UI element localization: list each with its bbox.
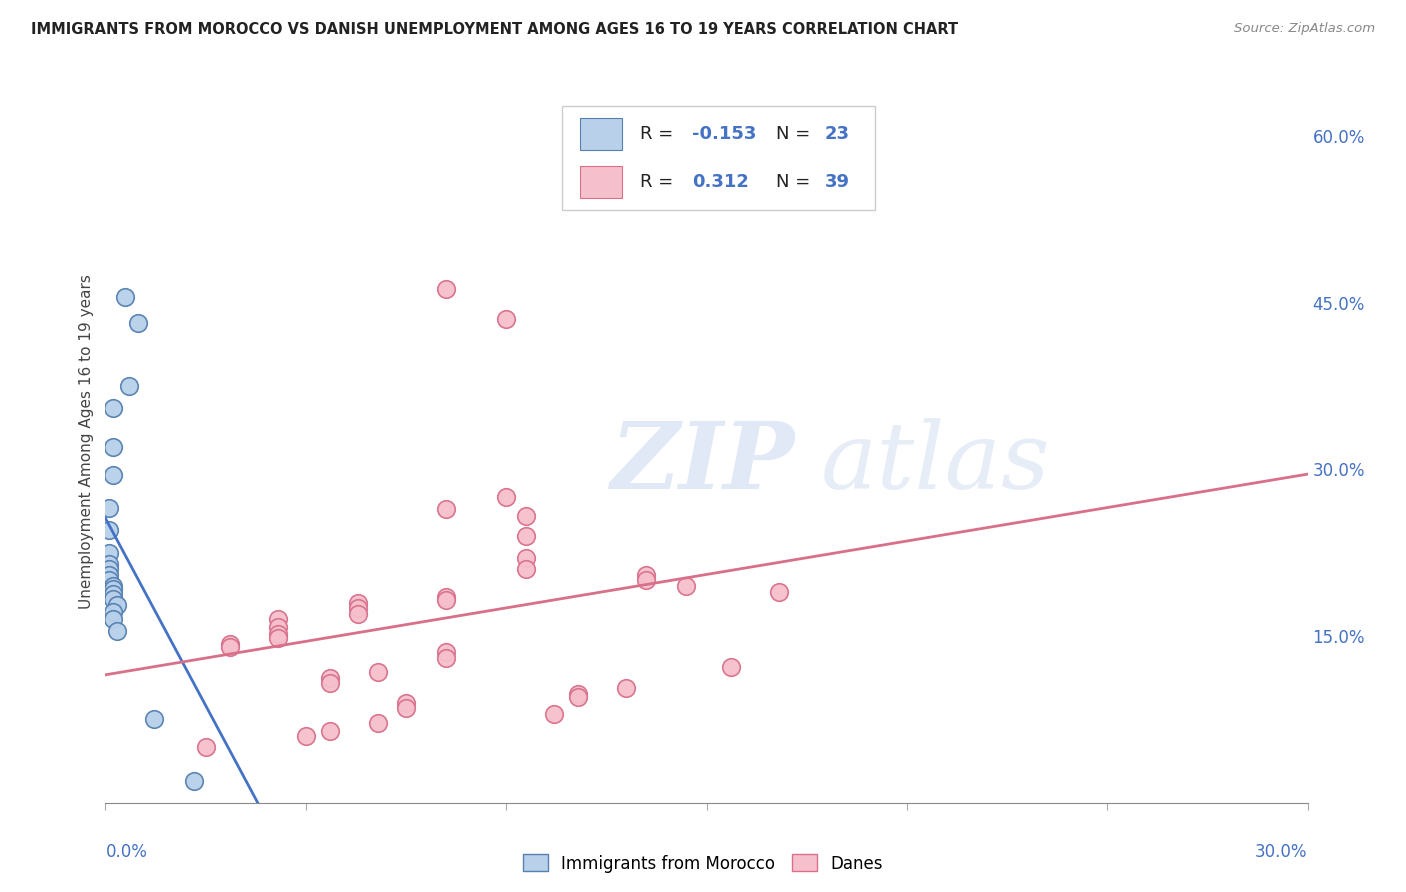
Text: N =: N = — [776, 125, 817, 143]
Point — [103, 587, 125, 601]
Point — [515, 508, 537, 523]
Point — [295, 729, 318, 743]
Text: Source: ZipAtlas.com: Source: ZipAtlas.com — [1234, 22, 1375, 36]
Text: -0.153: -0.153 — [692, 125, 756, 143]
Point — [567, 690, 589, 705]
Point — [434, 593, 457, 607]
FancyBboxPatch shape — [581, 118, 623, 150]
Text: R =: R = — [640, 125, 679, 143]
Point — [103, 582, 125, 597]
Point — [347, 596, 370, 610]
Point — [495, 490, 517, 504]
Point — [616, 681, 638, 696]
Point — [347, 607, 370, 621]
Point — [98, 501, 121, 516]
Point — [103, 605, 125, 619]
Point — [127, 316, 149, 330]
Point — [434, 651, 457, 665]
Text: 39: 39 — [824, 173, 849, 191]
Point — [636, 574, 658, 588]
Text: 23: 23 — [824, 125, 849, 143]
Point — [218, 640, 240, 655]
Point — [319, 675, 342, 690]
Point — [103, 440, 125, 454]
Point — [103, 592, 125, 607]
Point — [495, 312, 517, 326]
Point — [98, 524, 121, 538]
Point — [515, 529, 537, 543]
Text: 30.0%: 30.0% — [1256, 843, 1308, 861]
Point — [319, 723, 342, 738]
Text: ZIP: ZIP — [610, 418, 794, 508]
Point — [142, 713, 165, 727]
Point — [434, 282, 457, 296]
Text: R =: R = — [640, 173, 685, 191]
Point — [768, 584, 790, 599]
Point — [267, 632, 290, 646]
Point — [98, 557, 121, 571]
Point — [103, 401, 125, 416]
Text: IMMIGRANTS FROM MOROCCO VS DANISH UNEMPLOYMENT AMONG AGES 16 TO 19 YEARS CORRELA: IMMIGRANTS FROM MOROCCO VS DANISH UNEMPL… — [31, 22, 957, 37]
Point — [194, 740, 217, 755]
Point — [267, 612, 290, 626]
Text: 0.0%: 0.0% — [105, 843, 148, 861]
Point — [720, 660, 742, 674]
Point — [367, 665, 389, 679]
FancyBboxPatch shape — [581, 166, 623, 198]
Point — [319, 671, 342, 685]
Text: 0.312: 0.312 — [692, 173, 749, 191]
Point — [218, 637, 240, 651]
Point — [434, 502, 457, 516]
Point — [515, 562, 537, 576]
Point — [636, 568, 658, 582]
Point — [118, 379, 141, 393]
Y-axis label: Unemployment Among Ages 16 to 19 years: Unemployment Among Ages 16 to 19 years — [79, 274, 94, 609]
Point — [675, 579, 697, 593]
Legend: Immigrants from Morocco, Danes: Immigrants from Morocco, Danes — [516, 847, 890, 880]
Point — [103, 467, 125, 482]
Point — [98, 568, 121, 582]
Point — [103, 579, 125, 593]
Point — [267, 627, 290, 641]
Point — [107, 624, 129, 638]
Point — [98, 574, 121, 588]
Point — [367, 715, 389, 730]
Point — [567, 687, 589, 701]
Point — [395, 696, 418, 710]
Point — [515, 551, 537, 566]
Point — [267, 620, 290, 634]
Point — [98, 546, 121, 560]
FancyBboxPatch shape — [562, 105, 875, 211]
Point — [107, 598, 129, 612]
Point — [543, 706, 565, 721]
Point — [103, 612, 125, 626]
Point — [183, 773, 205, 788]
Point — [98, 562, 121, 576]
Point — [434, 645, 457, 659]
Point — [114, 290, 136, 304]
Point — [395, 701, 418, 715]
Text: atlas: atlas — [821, 418, 1050, 508]
Point — [434, 590, 457, 604]
Text: N =: N = — [776, 173, 817, 191]
Point — [347, 601, 370, 615]
